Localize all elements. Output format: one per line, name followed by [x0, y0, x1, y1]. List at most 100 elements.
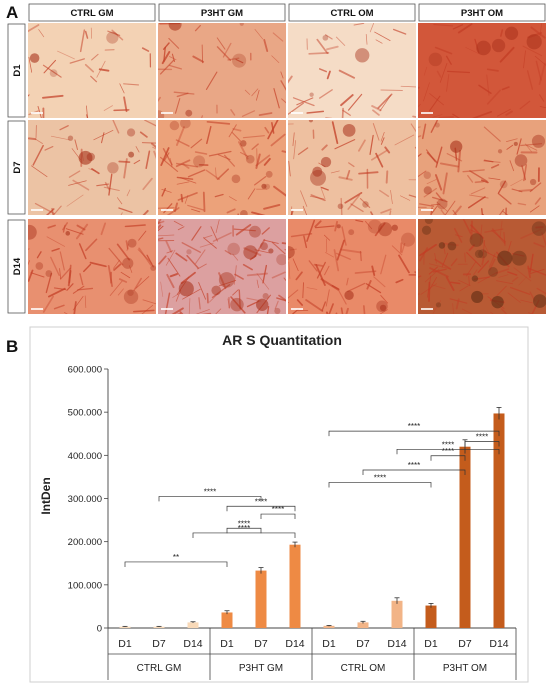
- cell-stain-mark: [445, 276, 455, 291]
- cell-stain-mark: [539, 106, 546, 109]
- scale-bar: [421, 308, 433, 310]
- cell-stain-mark: [251, 88, 259, 97]
- cell-stain-mark: [235, 58, 244, 64]
- cell-stain-mark: [281, 98, 286, 104]
- cell-stain-mark: [141, 304, 154, 314]
- cell-stain-mark: [179, 311, 184, 314]
- micrograph-background: [418, 120, 546, 215]
- cell-stain-mark: [176, 176, 194, 180]
- cell-stain-mark: [452, 24, 464, 30]
- cell-stain-mark: [516, 138, 522, 155]
- cell-stain-mark: [379, 309, 388, 314]
- significance-label: ****: [238, 519, 250, 528]
- stain-deposit: [450, 140, 463, 153]
- cell-stain-mark: [123, 83, 140, 86]
- cell-stain-mark: [212, 232, 232, 242]
- cell-stain-mark: [117, 288, 124, 296]
- cell-stain-mark: [292, 258, 299, 272]
- cell-stain-mark: [187, 169, 206, 178]
- cell-stain-mark: [173, 220, 183, 227]
- cell-stain-mark: [135, 146, 140, 153]
- cell-stain-mark: [483, 159, 494, 163]
- x-tick-label: D1: [118, 638, 132, 650]
- cell-stain-mark: [418, 126, 421, 128]
- cell-stain-mark: [242, 263, 253, 271]
- cell-stain-mark: [488, 177, 501, 181]
- cell-stain-mark: [217, 154, 231, 161]
- cell-stain-mark: [150, 142, 156, 149]
- cell-stain-mark: [51, 247, 60, 252]
- cell-stain-mark: [42, 94, 64, 99]
- cell-stain-mark: [419, 203, 435, 207]
- x-tick-label: D14: [285, 638, 304, 650]
- cell-stain-mark: [512, 253, 525, 257]
- cell-stain-mark: [529, 291, 536, 302]
- panel-b: B AR S Quantitation IntDen 0 100.000 200.0…: [6, 326, 529, 683]
- cell-stain-mark: [321, 301, 327, 312]
- cell-stain-mark: [465, 47, 481, 55]
- scale-bar: [161, 209, 173, 211]
- cell-stain-mark: [292, 308, 299, 314]
- cell-stain-mark: [438, 115, 454, 118]
- cell-stain-mark: [373, 276, 386, 288]
- y-axis-label: IntDen: [39, 477, 53, 514]
- cell-stain-mark: [464, 252, 467, 263]
- cell-stain-mark: [254, 176, 267, 186]
- micrograph-d7-p3ht-om: [418, 120, 546, 215]
- cell-stain-mark: [419, 247, 429, 262]
- micrograph-background: [418, 23, 546, 118]
- cell-stain-mark: [346, 277, 349, 286]
- cell-stain-mark: [495, 268, 510, 274]
- cell-stain-mark: [173, 91, 195, 95]
- panel-a: A CTRL GM P3HT GM CTRL OM P3HT OM D1 D7 D14: [6, 3, 546, 314]
- cell-stain-mark: [502, 210, 509, 215]
- cell-stain-mark: [347, 282, 366, 292]
- cell-stain-mark: [481, 256, 485, 266]
- cell-stain-mark: [255, 89, 260, 101]
- significance-bracket: [226, 527, 262, 534]
- cell-stain-mark: [84, 295, 87, 308]
- cell-stain-mark: [518, 276, 527, 286]
- cell-stain-mark: [355, 219, 364, 223]
- cell-stain-mark: [46, 236, 66, 247]
- y-tick-label: 200.000: [68, 537, 102, 548]
- stain-deposit: [447, 241, 457, 251]
- cell-stain-mark: [482, 240, 485, 257]
- cell-stain-mark: [520, 143, 543, 147]
- micrograph-background: [288, 23, 416, 118]
- cell-stain-mark: [166, 273, 175, 289]
- cell-stain-mark: [176, 162, 199, 168]
- cell-stain-mark: [419, 243, 437, 257]
- cell-stain-mark: [187, 204, 205, 211]
- cell-stain-mark: [96, 183, 109, 187]
- cell-stain-mark: [477, 271, 498, 284]
- cell-stain-mark: [338, 290, 347, 305]
- row-header-box: [7, 23, 26, 118]
- cell-stain-mark: [235, 223, 252, 236]
- cell-stain-mark: [126, 189, 131, 197]
- cell-stain-mark: [101, 132, 105, 144]
- y-tick-label: 500.000: [68, 408, 102, 419]
- group-label: CTRL GM: [137, 663, 182, 674]
- stain-deposit: [312, 166, 323, 177]
- cell-stain-mark: [90, 75, 98, 83]
- cell-stain-mark: [216, 37, 226, 50]
- cell-stain-mark: [59, 268, 62, 280]
- cell-stain-mark: [53, 304, 65, 310]
- cell-stain-mark: [232, 128, 242, 132]
- cell-stain-mark: [462, 219, 472, 234]
- cell-stain-mark: [254, 238, 266, 257]
- cell-stain-mark: [452, 303, 455, 314]
- significance-label: ****: [442, 440, 454, 449]
- cell-stain-mark: [266, 305, 270, 314]
- bar: [187, 622, 199, 628]
- scale-bar: [161, 308, 173, 310]
- cell-stain-mark: [100, 222, 107, 236]
- cell-stain-mark: [357, 139, 366, 152]
- cell-stain-mark: [439, 63, 448, 83]
- cell-stain-mark: [211, 284, 231, 299]
- cell-stain-mark: [191, 226, 202, 241]
- stain-deposit: [436, 198, 448, 210]
- stain-deposit: [230, 297, 244, 312]
